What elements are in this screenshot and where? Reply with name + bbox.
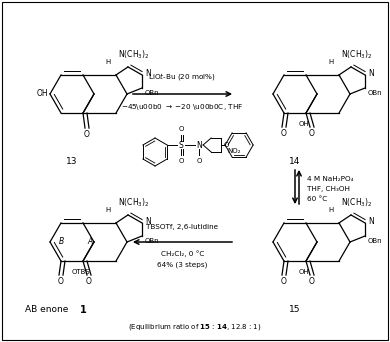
Text: N(CH$_3$)$_2$: N(CH$_3$)$_2$ bbox=[341, 49, 372, 61]
Text: OBn: OBn bbox=[368, 238, 383, 244]
Text: OBn: OBn bbox=[145, 90, 160, 96]
Text: OH: OH bbox=[299, 121, 309, 127]
Text: H: H bbox=[106, 59, 111, 65]
Text: H: H bbox=[106, 207, 111, 213]
Text: NO₂: NO₂ bbox=[227, 148, 241, 154]
Text: O: O bbox=[84, 130, 90, 139]
Text: N(CH$_3$)$_2$: N(CH$_3$)$_2$ bbox=[341, 196, 372, 209]
Text: 13: 13 bbox=[66, 157, 78, 166]
Text: CH₂Cl₂, 0 °C: CH₂Cl₂, 0 °C bbox=[161, 250, 204, 257]
Text: H: H bbox=[329, 207, 334, 213]
Text: OTBS: OTBS bbox=[72, 269, 90, 275]
Text: N(CH$_3$)$_2$: N(CH$_3$)$_2$ bbox=[118, 49, 149, 61]
Text: LiO$t$-Bu (20 mol%): LiO$t$-Bu (20 mol%) bbox=[149, 71, 216, 82]
Text: 14: 14 bbox=[289, 157, 301, 166]
Text: A: A bbox=[87, 237, 92, 247]
Text: O: O bbox=[86, 277, 92, 286]
Text: O: O bbox=[58, 277, 64, 286]
Text: OH: OH bbox=[36, 90, 48, 98]
Text: N: N bbox=[145, 69, 151, 78]
Text: 1: 1 bbox=[80, 305, 87, 315]
Text: 15: 15 bbox=[289, 305, 301, 314]
Text: AB enone: AB enone bbox=[25, 305, 71, 314]
Text: OBn: OBn bbox=[145, 238, 160, 244]
Text: 4 M NaH₂PO₄: 4 M NaH₂PO₄ bbox=[307, 176, 354, 182]
Text: OH: OH bbox=[299, 269, 309, 275]
Text: B: B bbox=[58, 237, 64, 247]
Text: 64% (3 steps): 64% (3 steps) bbox=[157, 262, 208, 268]
Text: N(CH$_3$)$_2$: N(CH$_3$)$_2$ bbox=[118, 196, 149, 209]
Text: S: S bbox=[179, 141, 184, 149]
Text: N: N bbox=[368, 218, 374, 226]
Text: 60 °C: 60 °C bbox=[307, 196, 327, 202]
Text: H: H bbox=[329, 59, 334, 65]
Text: O: O bbox=[179, 126, 184, 132]
Text: OBn: OBn bbox=[368, 90, 383, 96]
Text: O: O bbox=[224, 142, 229, 148]
Text: O: O bbox=[309, 277, 315, 286]
Text: O: O bbox=[309, 129, 315, 138]
Text: N: N bbox=[368, 69, 374, 78]
Text: THF, CH₃OH: THF, CH₃OH bbox=[307, 186, 350, 192]
Text: TBSOTf, 2,6-lutidine: TBSOTf, 2,6-lutidine bbox=[146, 224, 218, 230]
Text: (Equilibrium ratio of $\bf{15}$ : $\bf{14}$, 12.8 : 1): (Equilibrium ratio of $\bf{15}$ : $\bf{1… bbox=[128, 322, 262, 332]
Text: $-$45\u00b0 $\rightarrow$ $-$20 \u00b0C, THF: $-$45\u00b0 $\rightarrow$ $-$20 \u00b0C,… bbox=[121, 102, 244, 112]
Text: O: O bbox=[281, 129, 287, 138]
Text: O: O bbox=[281, 277, 287, 286]
Text: O: O bbox=[197, 158, 202, 164]
Text: N: N bbox=[145, 218, 151, 226]
Text: O: O bbox=[179, 158, 184, 164]
Text: N: N bbox=[196, 141, 202, 149]
